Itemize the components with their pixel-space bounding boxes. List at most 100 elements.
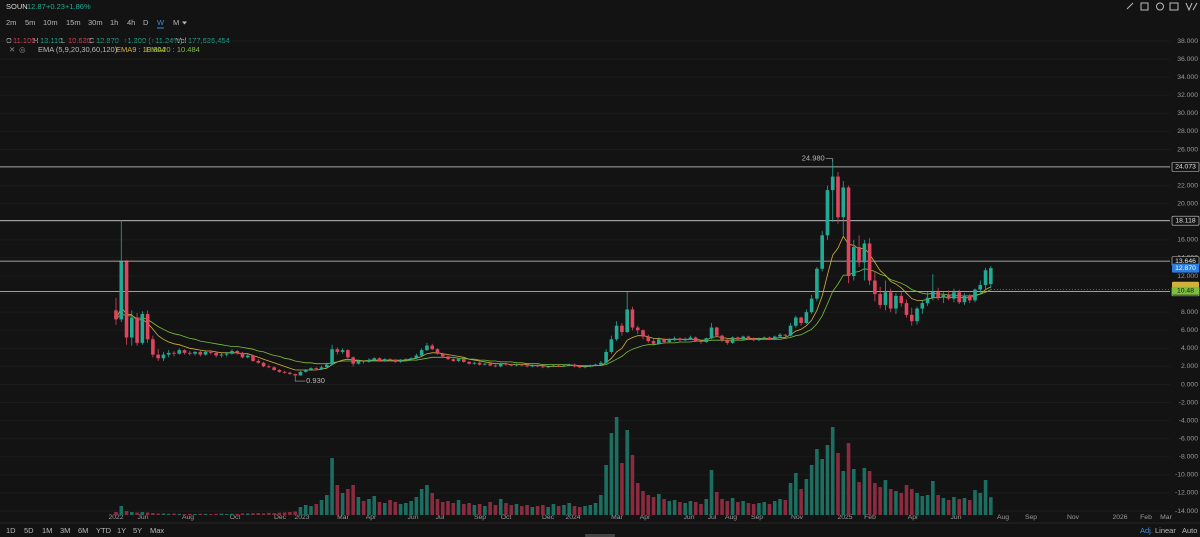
- volume-bar: [314, 504, 319, 515]
- volume-bar: [346, 489, 350, 515]
- range-button[interactable]: 6M: [78, 526, 88, 535]
- volume-bar: [630, 455, 635, 515]
- volume-bar: [272, 513, 276, 515]
- y-tick-label: 38.000: [1177, 38, 1198, 45]
- x-tick-label: Oct: [501, 514, 512, 521]
- volume-bar: [783, 500, 788, 515]
- volume-bar: [904, 485, 909, 515]
- interval-button[interactable]: W: [157, 18, 165, 27]
- volume-bar: [899, 493, 904, 515]
- auto-toggle[interactable]: Auto: [1182, 526, 1197, 535]
- candle-body: [435, 349, 440, 354]
- candle-body: [319, 367, 324, 370]
- volume-bar: [309, 506, 313, 515]
- range-button[interactable]: 3M: [60, 526, 70, 535]
- candle-body: [398, 360, 403, 362]
- candle-body: [593, 364, 598, 366]
- candle-body: [662, 339, 666, 342]
- range-button[interactable]: 5Y: [133, 526, 142, 535]
- volume-bar: [857, 482, 861, 515]
- range-button[interactable]: 1Y: [117, 526, 126, 535]
- volume-bar: [762, 502, 767, 515]
- range-button[interactable]: 1D: [6, 526, 16, 535]
- adj-toggle[interactable]: Adj.: [1140, 526, 1153, 535]
- scale-select[interactable]: Linear: [1155, 526, 1176, 535]
- interval-button[interactable]: D: [143, 18, 149, 27]
- range-button[interactable]: YTD: [96, 526, 112, 535]
- annotation-leader: [294, 376, 306, 382]
- range-button[interactable]: 1M: [42, 526, 52, 535]
- range-button[interactable]: Max: [150, 526, 164, 535]
- level-label: 13.646: [1175, 258, 1196, 265]
- volume-bar: [556, 506, 561, 515]
- volume-bar: [751, 504, 756, 515]
- tool-icon[interactable]: [1140, 2, 1149, 11]
- volume-bar: [583, 506, 587, 515]
- volume-bar: [952, 497, 956, 515]
- candle-body: [346, 350, 350, 358]
- candle-body: [672, 338, 677, 341]
- interval-button[interactable]: 15m: [66, 18, 81, 27]
- candle-body: [799, 317, 803, 323]
- interval-button[interactable]: 4h: [127, 18, 135, 27]
- interval-button[interactable]: 5m: [25, 18, 35, 27]
- volume-bar: [177, 513, 182, 515]
- candle-body: [567, 364, 572, 366]
- volume-bar: [720, 499, 724, 515]
- candle-body: [614, 325, 619, 340]
- interval-button[interactable]: 30m: [88, 18, 103, 27]
- x-tick-label: Mar: [611, 514, 623, 521]
- compare-icon[interactable]: [1185, 2, 1198, 12]
- y-tick-label: -12.000: [1175, 490, 1198, 497]
- volume-bar: [604, 465, 608, 515]
- volume-bar: [404, 503, 408, 515]
- candle-body: [720, 335, 724, 341]
- candle-body: [688, 337, 693, 340]
- volume-bar: [778, 499, 782, 515]
- resize-handle[interactable]: [585, 534, 615, 537]
- candle-body: [883, 292, 888, 305]
- candle-body: [172, 352, 176, 354]
- y-tick-label: 28.000: [1177, 128, 1198, 135]
- volume-bar: [699, 504, 703, 515]
- candle-body: [635, 327, 640, 331]
- candle-body: [198, 351, 203, 355]
- annotation-leader: [825, 158, 834, 162]
- level-badge: [1171, 215, 1200, 226]
- y-tick-label: -6.000: [1179, 435, 1198, 442]
- price: 12.87: [27, 2, 46, 11]
- eye-icon[interactable]: ◎: [19, 45, 26, 54]
- draw-icon[interactable]: [1126, 2, 1134, 10]
- candle-body: [852, 247, 856, 276]
- candle-body: [235, 351, 240, 353]
- alert-icon[interactable]: [1156, 2, 1164, 11]
- volume-bar: [846, 443, 851, 515]
- close-icon[interactable]: ✕: [9, 45, 15, 54]
- candle-body: [467, 361, 471, 364]
- candle-body: [873, 280, 877, 295]
- candle-body: [519, 364, 524, 366]
- layout-icon[interactable]: [1169, 2, 1179, 11]
- volume-bar: [941, 498, 946, 515]
- volume-bar: [388, 500, 392, 515]
- interval-button[interactable]: M: [173, 18, 179, 27]
- candle-body: [794, 317, 798, 326]
- volume-bar: [430, 493, 434, 515]
- y-tick-label: -14.000: [1175, 508, 1198, 515]
- ohlc-key: C: [89, 36, 95, 45]
- volume-bar: [140, 512, 145, 515]
- ohlc-key: O: [6, 36, 12, 45]
- volume-bar: [319, 500, 324, 515]
- volume-bar: [267, 512, 271, 515]
- volume-bar: [657, 494, 661, 515]
- volume-bar: [672, 500, 677, 515]
- interval-button[interactable]: 1h: [110, 18, 118, 27]
- candle-body: [530, 365, 535, 367]
- interval-button[interactable]: 2m: [6, 18, 16, 27]
- interval-button[interactable]: 10m: [43, 18, 58, 27]
- volume-bar: [551, 504, 556, 515]
- candle-body: [282, 371, 287, 373]
- volume-bar: [609, 433, 614, 515]
- candle-body: [741, 336, 745, 340]
- range-button[interactable]: 5D: [24, 526, 34, 535]
